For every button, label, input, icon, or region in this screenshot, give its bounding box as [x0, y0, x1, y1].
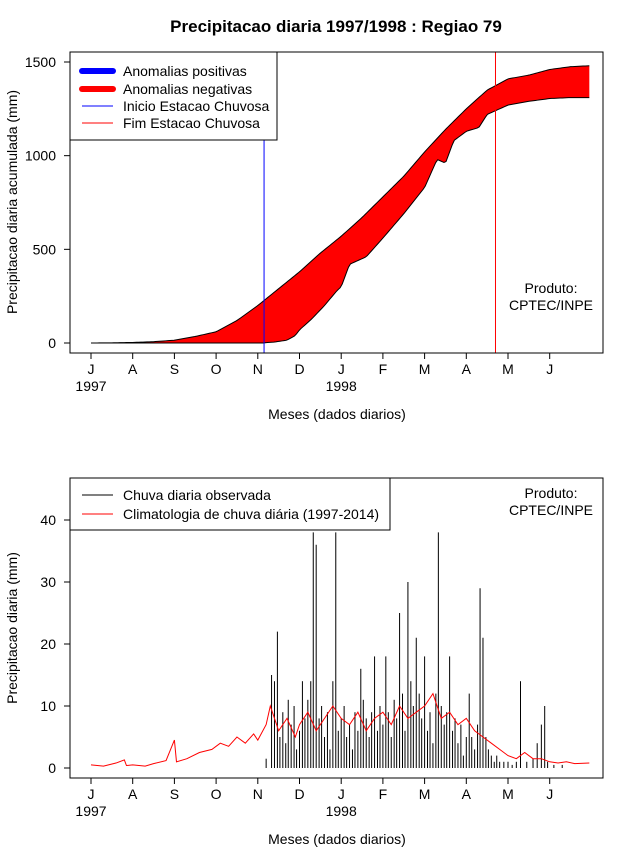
annotation-line: CPTEC/INPE: [509, 297, 593, 313]
x-tick-label: N: [253, 786, 263, 802]
y-axis: 0 500 1000 1500: [25, 54, 70, 351]
x-tick-label: F: [379, 786, 388, 802]
chart-top: Precipitacao diaria 1997/1998 : Regiao 7…: [4, 17, 604, 422]
x-axis-label: Meses (dados diarios): [268, 831, 406, 847]
x-year-label: 1998: [326, 803, 357, 819]
annotation-line: CPTEC/INPE: [509, 502, 593, 518]
legend: Chuva diaria observada Climatologia de c…: [69, 477, 391, 531]
x-tick-label: N: [253, 361, 263, 377]
x-tick-label: J: [88, 786, 95, 802]
annotation-line: Produto:: [525, 485, 578, 501]
anomaly-fill-area: [90, 65, 590, 344]
legend-label: Anomalias positivas: [123, 63, 247, 79]
y-axis-label: Precipitacao diaria acumulada (mm): [4, 90, 20, 314]
legend-label: Chuva diaria observada: [123, 487, 271, 503]
x-tick-label: J: [546, 786, 553, 802]
y-axis-label: Precipitacao diaria (mm): [4, 552, 20, 704]
x-tick-label: J: [546, 361, 553, 377]
x-tick-label: D: [294, 786, 304, 802]
y-tick-label: 30: [40, 574, 56, 590]
legend-label: Inicio Estacao Chuvosa: [123, 98, 270, 114]
x-tick-label: J: [338, 361, 345, 377]
x-tick-label: A: [462, 786, 472, 802]
x-tick-label: S: [170, 786, 179, 802]
x-tick-label: O: [211, 786, 222, 802]
x-tick-label: F: [379, 361, 388, 377]
legend-label: Fim Estacao Chuvosa: [123, 115, 260, 131]
y-tick-label: 40: [40, 512, 56, 528]
legend: Anomalias positivas Anomalias negativas …: [69, 51, 278, 141]
x-tick-label: S: [170, 361, 179, 377]
legend-label: Anomalias negativas: [123, 81, 252, 97]
legend-box: [69, 51, 278, 141]
x-axis-label: Meses (dados diarios): [268, 406, 406, 422]
climatology-daily-line: [90, 692, 590, 767]
y-tick-label: 0: [48, 760, 56, 776]
observed-cumulative-line: [91, 97, 590, 344]
x-tick-label: A: [128, 786, 138, 802]
annotation-line: Produto:: [525, 280, 578, 296]
legend-box: [69, 477, 391, 531]
x-tick-label: A: [462, 361, 472, 377]
x-tick-label: M: [419, 361, 431, 377]
y-axis: 0 10 20 30 40: [40, 512, 70, 776]
x-tick-label: M: [502, 786, 514, 802]
y-tick-label: 10: [40, 698, 56, 714]
y-tick-label: 0: [48, 335, 56, 351]
x-tick-label: A: [128, 361, 138, 377]
climatology-cumulative-line: [90, 65, 590, 344]
y-tick-label: 1500: [25, 54, 56, 70]
plot-frame: [69, 51, 604, 354]
x-year-label: 1997: [75, 803, 106, 819]
y-tick-label: 1000: [25, 148, 56, 164]
x-tick-label: J: [88, 361, 95, 377]
chart-title: Precipitacao diaria 1997/1998 : Regiao 7…: [170, 17, 502, 36]
x-year-label: 1998: [326, 378, 357, 394]
x-tick-label: O: [211, 361, 222, 377]
legend-label: Climatologia de chuva diária (1997-2014): [123, 506, 379, 522]
y-tick-label: 20: [40, 636, 56, 652]
x-tick-label: J: [338, 786, 345, 802]
x-tick-label: M: [419, 786, 431, 802]
x-tick-label: M: [502, 361, 514, 377]
y-tick-label: 500: [33, 241, 57, 257]
x-tick-label: D: [294, 361, 304, 377]
x-year-label: 1997: [75, 378, 106, 394]
rain-series: [90, 532, 590, 768]
